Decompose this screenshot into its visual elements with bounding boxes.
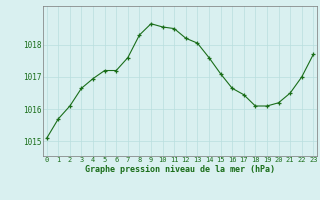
X-axis label: Graphe pression niveau de la mer (hPa): Graphe pression niveau de la mer (hPa)	[85, 165, 275, 174]
